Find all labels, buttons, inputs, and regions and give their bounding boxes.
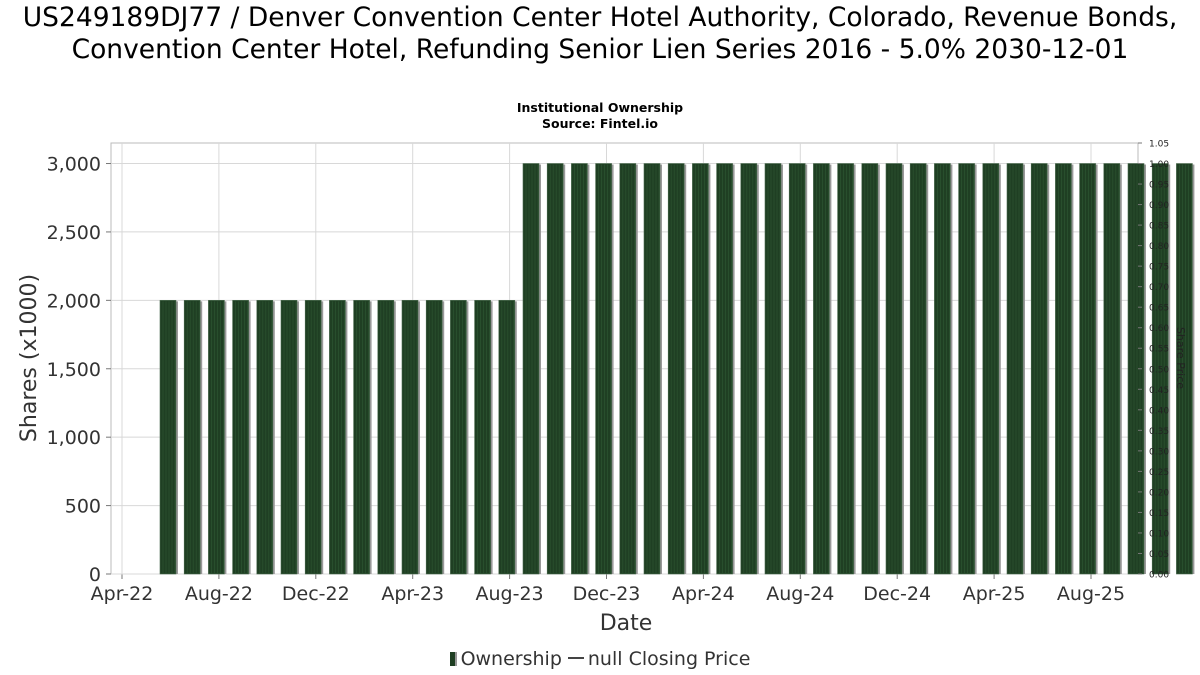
ownership-bar [716, 163, 733, 575]
ownership-bar [474, 300, 491, 575]
legend: Ownership null Closing Price [0, 648, 1200, 670]
ownership-bar [522, 163, 540, 575]
x-axis-title: Date [600, 611, 653, 636]
ownership-bar [304, 300, 322, 575]
ownership-bar [498, 300, 516, 575]
x-tick-label: Aug-24 [766, 583, 834, 605]
legend-ownership-swatch [449, 652, 457, 666]
ownership-bar [885, 163, 903, 575]
y-tick-label: 2,500 [47, 222, 101, 244]
y2-tick-label: 1.05 [1149, 140, 1169, 150]
ownership-bar [837, 163, 854, 575]
y2-tick-label: 0.90 [1149, 201, 1169, 211]
y2-tick-label: 0.25 [1149, 468, 1169, 478]
x-tick-label: Apr-25 [963, 583, 1026, 605]
y2-tick-label: 0.85 [1149, 222, 1169, 232]
y2-tick-label: 1.00 [1149, 160, 1169, 170]
ownership-bar [813, 163, 830, 575]
chart-title: US249189DJ77 / Denver Convention Center … [22, 2, 1178, 65]
x-tick-label: Dec-22 [282, 583, 350, 605]
y2-axis-title: Share Price [1174, 327, 1187, 389]
y2-tick-label: 0.00 [1149, 571, 1169, 581]
ownership-bar [256, 300, 274, 575]
y2-tick-label: 0.80 [1149, 242, 1169, 252]
ownership-bar [643, 163, 661, 575]
y-tick-label: 3,000 [47, 154, 101, 176]
x-tick-label: Aug-22 [185, 583, 253, 605]
ownership-bar [1103, 163, 1121, 575]
y2-tick-label: 0.35 [1149, 427, 1169, 437]
subtitle-line-source: Source: Fintel.io [542, 116, 658, 131]
ownership-bar [232, 300, 249, 575]
ownership-bar [546, 163, 564, 575]
y-axis-title: Shares (x1000) [17, 274, 42, 442]
x-tick-label: Apr-24 [672, 583, 735, 605]
ownership-bar [740, 163, 758, 575]
ownership-bar [595, 163, 612, 575]
x-tick-label: Apr-22 [91, 583, 154, 605]
ownership-bar [353, 300, 370, 575]
y-tick-label: 0 [89, 564, 101, 586]
y2-tick-label: 0.60 [1149, 324, 1169, 334]
ownership-bar [377, 300, 395, 575]
ownership-bar [1055, 163, 1072, 575]
y2-tick-label: 0.10 [1149, 529, 1169, 539]
y2-tick-label: 0.45 [1149, 386, 1169, 396]
y2-tick-label: 0.05 [1149, 550, 1169, 560]
legend-price-label: null Closing Price [587, 648, 751, 670]
x-tick-label: Dec-24 [863, 583, 931, 605]
ownership-bar [788, 163, 806, 575]
ownership-bar [450, 300, 467, 575]
y2-tick-label: 0.95 [1149, 181, 1169, 191]
y-tick-label: 1,500 [47, 359, 101, 381]
ownership-bar [1079, 163, 1096, 575]
ownership-bar [667, 163, 685, 575]
y2-tick-label: 0.75 [1149, 263, 1169, 273]
y2-tick-label: 0.40 [1149, 406, 1169, 416]
subtitle-line-ownership: Institutional Ownership [516, 100, 684, 115]
y2-tick-label: 0.55 [1149, 345, 1169, 355]
y2-tick-label: 0.15 [1149, 509, 1169, 519]
x-tick-label: Apr-23 [381, 583, 444, 605]
x-tick-label: Dec-23 [573, 583, 641, 605]
ownership-bar [425, 300, 443, 575]
ownership-bar [619, 163, 637, 575]
ownership-bar [692, 163, 709, 575]
ownership-bar [329, 300, 346, 575]
ownership-bar [958, 163, 975, 575]
ownership-bar [934, 163, 951, 575]
ownership-bar [208, 300, 225, 575]
y-tick-label: 2,000 [47, 290, 101, 312]
y-tick-label: 1,000 [47, 427, 101, 449]
y2-tick-label: 0.50 [1149, 365, 1169, 375]
x-tick-label: Aug-25 [1057, 583, 1125, 605]
ownership-bar [764, 163, 782, 575]
ownership-bar [280, 300, 298, 575]
y-tick-label: 500 [65, 496, 101, 518]
ownership-bar [982, 163, 1000, 575]
ownership-bar [861, 163, 879, 575]
y2-tick-label: 0.65 [1149, 304, 1169, 314]
y2-tick-label: 0.20 [1149, 488, 1169, 498]
y2-tick-label: 0.70 [1149, 283, 1169, 293]
legend-price-line [567, 657, 584, 659]
x-tick-label: Aug-23 [476, 583, 544, 605]
ownership-bar [159, 300, 177, 575]
y2-tick-label: 0.30 [1149, 447, 1169, 457]
ownership-bar [1006, 163, 1024, 575]
ownership-bar [1030, 163, 1048, 575]
ownership-bar [909, 163, 927, 575]
chart-subtitle: Institutional Ownership Source: Fintel.i… [0, 100, 1200, 132]
legend-ownership-label: Ownership [460, 648, 562, 670]
ownership-bar [183, 300, 201, 575]
ownership-bar [571, 163, 588, 575]
ownership-bar [401, 300, 419, 575]
